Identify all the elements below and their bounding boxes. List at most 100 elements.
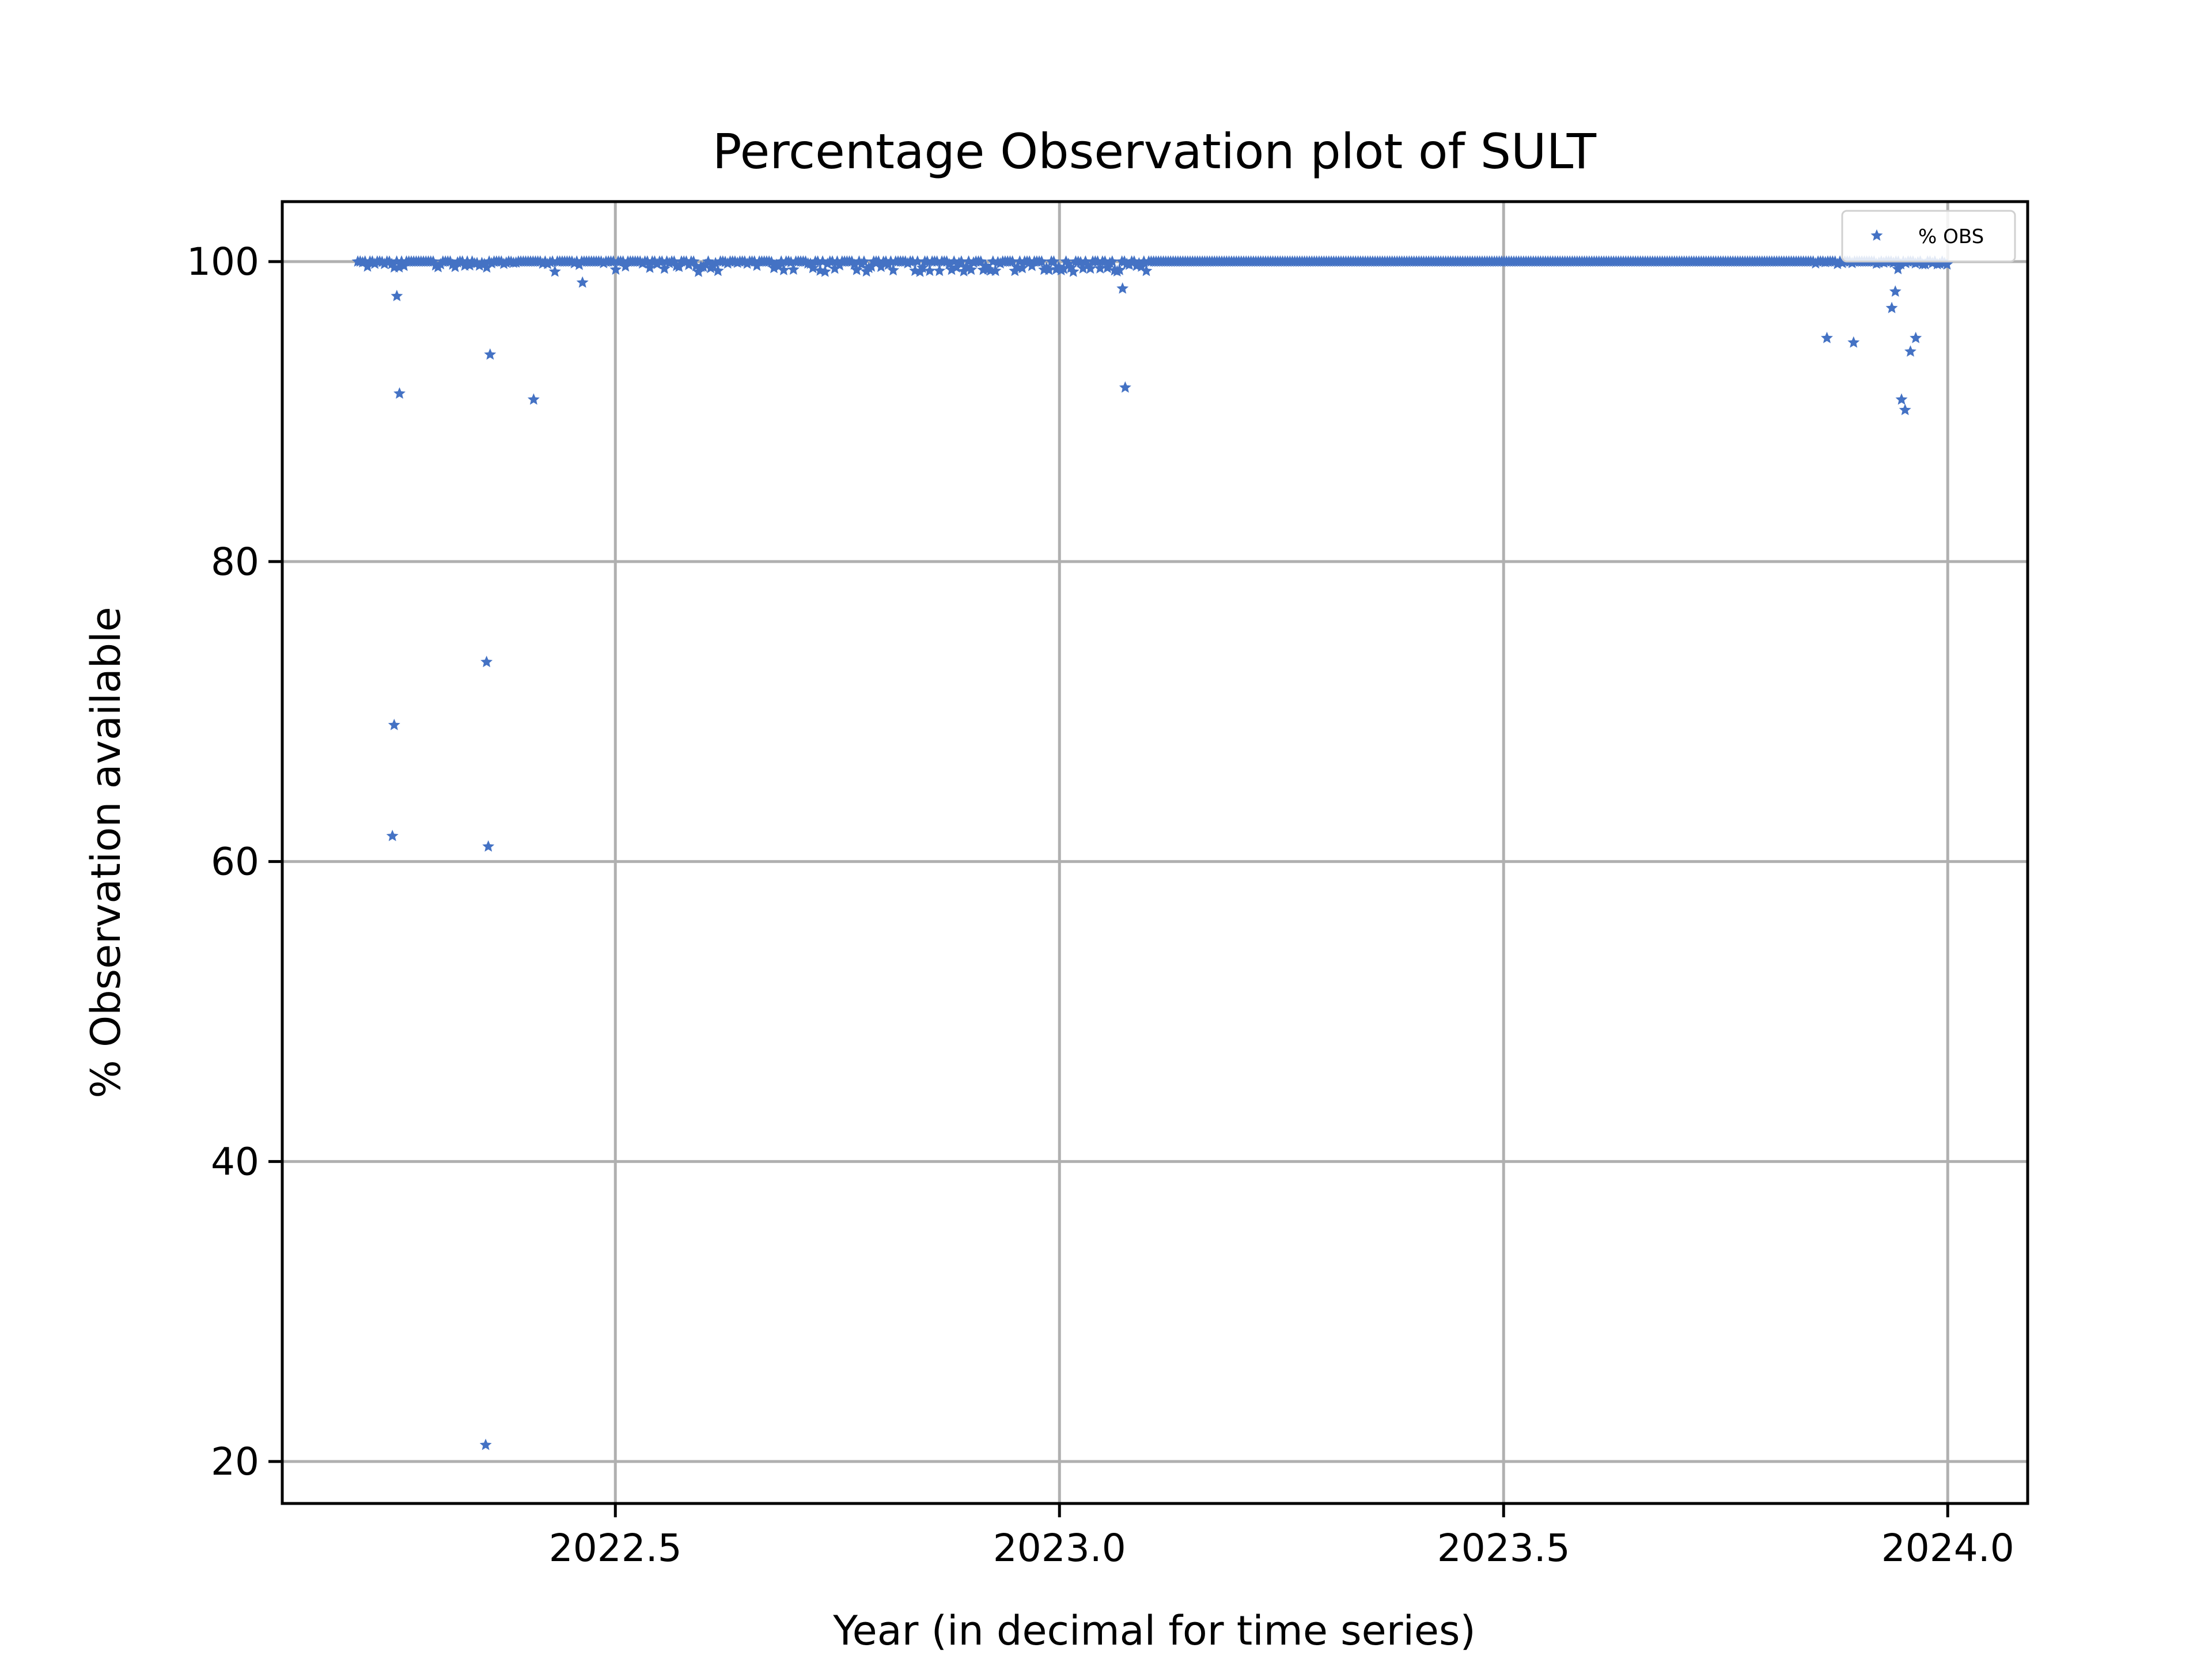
data-point [778,264,790,275]
data-point [775,255,787,267]
data-point [1821,331,1833,343]
data-point [393,387,406,399]
data-point [1895,393,1908,405]
data-point [1077,262,1089,274]
data-point [1885,301,1898,313]
data-point [1116,282,1129,294]
data-point [391,290,403,301]
data-point [806,262,819,274]
data-point [1106,255,1119,267]
data-point [945,263,958,275]
data-point [819,265,831,277]
data-point [1043,263,1055,275]
data-point [865,260,877,272]
data-point [479,1438,492,1450]
legend-marker-star [1870,229,1883,241]
data-point [548,265,561,277]
legend-box [1841,210,2016,263]
data-point [692,266,704,277]
data-point [1101,262,1113,273]
data-point [1889,285,1902,297]
data-point [480,261,493,273]
data-point [887,264,899,276]
x-axis-label: Year (in decimal for time series) [832,1607,1476,1654]
data-point [1899,403,1911,415]
data-point [1113,264,1126,275]
data-point [1016,262,1028,274]
x-tick-label: 2024.0 [1881,1526,2014,1570]
data-point [1941,258,1953,270]
data-point [570,255,583,267]
data-point [1904,345,1916,357]
data-point [850,263,863,275]
data-point [1807,255,1820,267]
data-point [527,393,540,405]
chart-title: Percentage Observation plot of SULT [713,123,1597,180]
data-point [858,255,870,267]
y-tick-label: 80 [211,540,259,584]
y-axis-label: % Observation available [82,607,130,1098]
legend-marker [1870,229,1883,241]
data-points [351,255,1953,1450]
y-axis: 20 40 60 80 100 [187,240,282,1484]
y-tick-label: 60 [211,840,259,884]
y-tick-label: 40 [211,1139,259,1184]
data-point [484,348,497,360]
data-point [923,264,936,276]
plot-frame [281,200,2029,1505]
data-point [668,255,680,267]
legend: % OBS [1841,210,2016,263]
data-point [643,262,656,273]
data-point [1140,264,1153,276]
data-point [483,255,495,267]
data-point [787,263,800,275]
data-point [1035,255,1048,267]
legend-label: % OBS [1918,225,1984,248]
data-point [1892,263,1904,275]
data-point [482,840,495,852]
data-point [1057,262,1070,274]
data-point [955,255,968,267]
data-point [444,255,457,267]
data-point [941,255,953,267]
data-point [931,255,944,267]
data-point [609,263,622,275]
data-point [1847,336,1860,348]
data-point [1119,381,1131,393]
data-point [921,255,934,267]
data-point [1094,262,1107,274]
y-tick-label: 100 [187,240,259,284]
data-point [366,255,378,267]
y-tick-label: 20 [211,1440,259,1484]
data-point [388,718,400,730]
data-point [785,256,797,268]
data-point [658,262,671,274]
data-point [361,260,374,272]
data-point [1067,265,1080,277]
data-point [1910,331,1922,343]
data-point [989,264,1002,276]
data-point [687,255,700,267]
data-point [875,260,887,272]
data-point [576,276,589,288]
data-point [649,255,661,267]
data-point [828,262,841,274]
data-point [979,259,992,271]
data-point [1084,262,1097,274]
data-point [1006,255,1019,267]
data-point [853,255,865,267]
data-point [933,264,946,276]
data-point [395,255,408,267]
x-tick-label: 2022.5 [549,1526,682,1570]
x-axis: 2022.5 2023.0 2023.5 2024.0 [549,1503,2014,1570]
data-point [711,264,724,276]
data-point [673,260,685,272]
x-tick-label: 2023.0 [993,1526,1126,1570]
data-point [1048,255,1060,267]
data-point [911,255,924,267]
data-point [965,263,978,275]
data-point [765,256,778,267]
data-point [480,656,493,668]
